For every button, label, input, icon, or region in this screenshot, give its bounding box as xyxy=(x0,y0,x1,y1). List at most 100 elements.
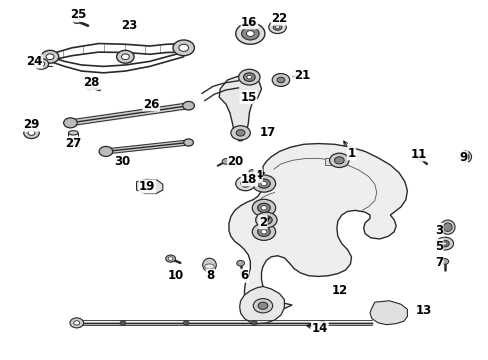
Circle shape xyxy=(273,24,282,30)
Circle shape xyxy=(86,85,93,90)
Ellipse shape xyxy=(68,131,78,135)
Text: 19: 19 xyxy=(139,180,155,193)
Text: 28: 28 xyxy=(83,76,100,89)
Circle shape xyxy=(241,27,259,40)
Text: 11: 11 xyxy=(409,148,426,161)
Circle shape xyxy=(252,223,275,240)
Circle shape xyxy=(258,302,267,309)
Circle shape xyxy=(272,73,289,86)
Circle shape xyxy=(255,212,277,228)
Text: 21: 21 xyxy=(293,69,309,82)
Circle shape xyxy=(416,155,424,161)
Circle shape xyxy=(257,227,270,237)
Text: 18: 18 xyxy=(241,173,257,186)
Circle shape xyxy=(253,298,272,313)
Circle shape xyxy=(261,181,266,186)
Circle shape xyxy=(165,255,175,262)
Ellipse shape xyxy=(440,220,454,234)
Text: 14: 14 xyxy=(311,322,327,335)
Circle shape xyxy=(183,321,189,325)
Text: 25: 25 xyxy=(70,9,86,22)
Circle shape xyxy=(173,40,194,56)
Text: 6: 6 xyxy=(240,269,248,282)
Polygon shape xyxy=(239,287,284,324)
Circle shape xyxy=(251,321,257,325)
Text: 8: 8 xyxy=(206,269,214,282)
Circle shape xyxy=(41,50,59,63)
Circle shape xyxy=(99,147,113,157)
Circle shape xyxy=(236,130,244,136)
Circle shape xyxy=(183,102,194,110)
Circle shape xyxy=(275,26,279,28)
Circle shape xyxy=(260,216,272,224)
Polygon shape xyxy=(136,179,163,194)
Text: 29: 29 xyxy=(23,118,40,131)
Text: 26: 26 xyxy=(142,98,159,111)
Circle shape xyxy=(38,62,44,66)
Ellipse shape xyxy=(443,223,451,231)
Circle shape xyxy=(28,130,35,135)
Text: 20: 20 xyxy=(227,155,244,168)
Circle shape xyxy=(240,180,250,187)
Circle shape xyxy=(277,77,285,83)
Circle shape xyxy=(246,31,254,36)
Circle shape xyxy=(268,21,286,33)
Text: 7: 7 xyxy=(434,256,442,269)
Ellipse shape xyxy=(459,151,470,162)
Circle shape xyxy=(63,118,77,128)
Circle shape xyxy=(116,50,134,63)
Circle shape xyxy=(442,242,446,245)
Circle shape xyxy=(252,175,275,192)
Circle shape xyxy=(230,126,250,140)
Circle shape xyxy=(74,321,80,325)
Circle shape xyxy=(243,73,255,81)
Text: 4: 4 xyxy=(253,169,262,182)
Text: 5: 5 xyxy=(434,240,442,253)
Circle shape xyxy=(261,230,266,234)
Text: 3: 3 xyxy=(434,224,442,237)
Circle shape xyxy=(440,258,448,264)
Text: 12: 12 xyxy=(330,284,347,297)
Circle shape xyxy=(440,240,448,247)
Text: 15: 15 xyxy=(240,91,256,104)
Circle shape xyxy=(257,179,270,188)
Circle shape xyxy=(24,127,39,139)
Circle shape xyxy=(121,54,129,60)
Text: 16: 16 xyxy=(241,15,257,28)
Circle shape xyxy=(235,176,255,191)
Text: 23: 23 xyxy=(121,19,137,32)
Circle shape xyxy=(168,257,173,260)
Ellipse shape xyxy=(461,153,468,160)
Polygon shape xyxy=(369,301,407,325)
Ellipse shape xyxy=(202,258,216,272)
Circle shape xyxy=(243,182,247,185)
Circle shape xyxy=(319,321,325,325)
Text: 24: 24 xyxy=(26,55,42,68)
Text: 9: 9 xyxy=(458,151,467,165)
Circle shape xyxy=(235,23,264,44)
Ellipse shape xyxy=(204,264,214,269)
Circle shape xyxy=(435,237,453,250)
Text: 27: 27 xyxy=(65,137,81,150)
Circle shape xyxy=(248,170,255,175)
Circle shape xyxy=(179,44,188,51)
Circle shape xyxy=(334,157,344,164)
Circle shape xyxy=(329,153,348,167)
Polygon shape xyxy=(219,76,261,141)
Circle shape xyxy=(252,199,275,216)
Text: 10: 10 xyxy=(167,269,183,282)
Ellipse shape xyxy=(68,140,78,145)
Polygon shape xyxy=(228,144,407,313)
Text: 22: 22 xyxy=(271,12,287,25)
Circle shape xyxy=(257,203,270,212)
Polygon shape xyxy=(324,158,341,165)
Circle shape xyxy=(183,139,193,146)
Circle shape xyxy=(34,59,48,69)
Circle shape xyxy=(238,69,260,85)
Circle shape xyxy=(46,54,54,60)
Circle shape xyxy=(236,260,244,266)
Circle shape xyxy=(120,321,125,325)
Circle shape xyxy=(70,318,83,328)
Text: 17: 17 xyxy=(259,126,275,139)
Text: 1: 1 xyxy=(346,147,355,160)
